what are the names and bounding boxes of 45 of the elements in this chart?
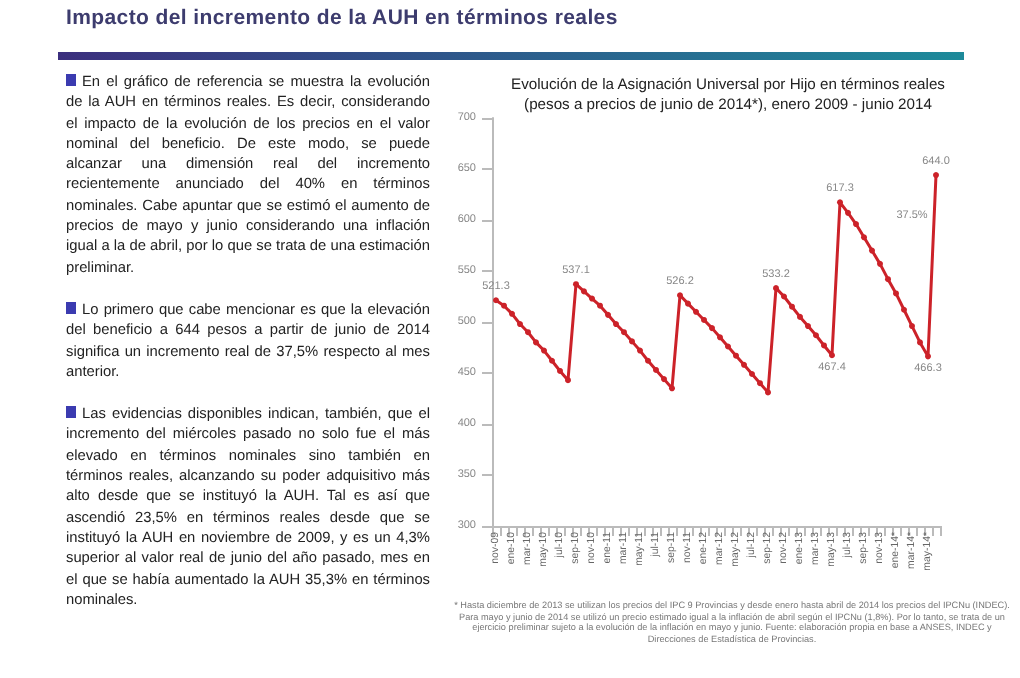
point — [533, 339, 539, 346]
point — [509, 310, 515, 317]
point — [565, 377, 571, 384]
point — [813, 332, 819, 339]
point — [709, 325, 715, 332]
point — [901, 306, 907, 313]
point — [869, 247, 875, 254]
point — [829, 352, 835, 359]
text: Impacto del incremento de la AUH en términos reales — [66, 6, 618, 30]
point — [733, 352, 739, 359]
point — [525, 329, 531, 336]
point — [645, 357, 651, 364]
point — [845, 209, 851, 216]
point — [741, 361, 747, 368]
point — [885, 276, 891, 283]
point — [917, 339, 923, 346]
point — [861, 234, 867, 241]
point — [757, 380, 763, 387]
point — [589, 295, 595, 302]
point — [597, 302, 603, 309]
point — [661, 376, 667, 383]
point — [685, 300, 691, 307]
point — [789, 303, 795, 310]
point — [549, 357, 555, 364]
point — [821, 342, 827, 349]
point — [725, 343, 731, 350]
point — [629, 338, 635, 345]
point — [877, 260, 883, 267]
point — [573, 281, 579, 288]
point — [693, 308, 699, 315]
point — [781, 293, 787, 300]
point — [925, 353, 931, 360]
point — [717, 334, 723, 341]
point — [501, 302, 507, 309]
point — [605, 311, 611, 318]
point — [541, 347, 547, 354]
point — [637, 347, 643, 354]
point — [893, 290, 899, 297]
point — [669, 385, 675, 392]
point — [581, 288, 587, 295]
point — [621, 329, 627, 336]
point — [837, 199, 843, 206]
point — [797, 313, 803, 320]
point — [493, 297, 499, 304]
point — [765, 389, 771, 396]
